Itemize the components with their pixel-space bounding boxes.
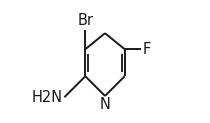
Text: Br: Br bbox=[77, 13, 93, 28]
Text: F: F bbox=[143, 42, 151, 57]
Text: N: N bbox=[100, 97, 110, 112]
Text: H2N: H2N bbox=[32, 90, 63, 105]
